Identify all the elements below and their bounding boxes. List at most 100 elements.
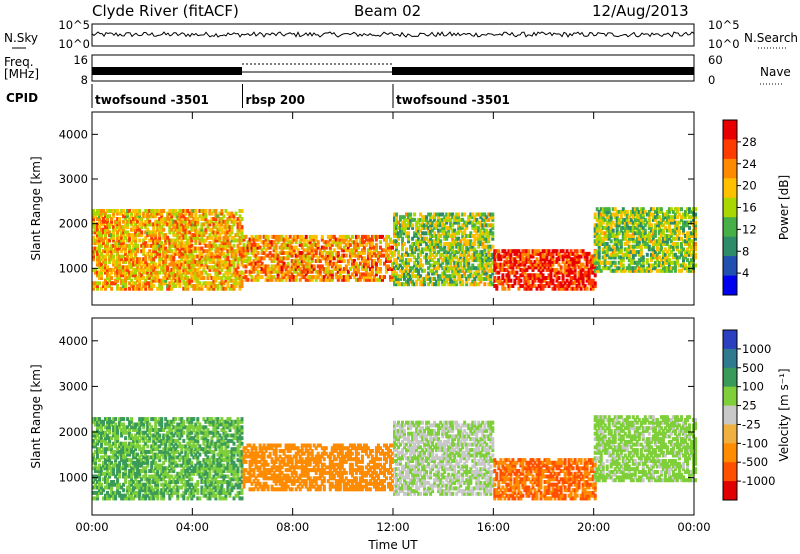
scatter-cell (254, 242, 258, 247)
scatter-cell (443, 217, 447, 222)
scatter-cell (688, 215, 691, 220)
scatter-cell (427, 220, 431, 225)
scatter-cell (663, 266, 667, 271)
scatter-cell (174, 227, 178, 232)
scatter-cell (130, 493, 134, 498)
scatter-cell (96, 286, 99, 291)
scatter-cell (134, 262, 138, 267)
scatter-cell (407, 234, 410, 238)
scatter-cell (485, 258, 489, 263)
scatter-cell (407, 268, 410, 273)
scatter-cell (206, 281, 210, 286)
scatter-cell (627, 234, 631, 238)
scatter-cell (611, 252, 615, 257)
scatter-cell (170, 278, 174, 283)
scatter-cell (118, 241, 122, 246)
scatter-cell (615, 242, 619, 246)
scatter-cell (214, 249, 218, 254)
scatter-cell (144, 214, 148, 219)
scatter-cell (517, 262, 521, 267)
scatter-cell (625, 223, 629, 228)
scatter-cell (547, 267, 551, 272)
scatter-cell (114, 209, 118, 213)
scatter-cell (411, 271, 415, 276)
scatter-cell (164, 222, 168, 227)
scatter-cell (479, 215, 483, 220)
scatter-cell (252, 237, 256, 242)
scatter-cell (162, 276, 166, 280)
scatter-cell (302, 259, 306, 263)
scatter-cell (192, 276, 196, 280)
scatter-cell (655, 263, 659, 268)
scatter-cell (675, 258, 679, 263)
scatter-cell (443, 282, 447, 287)
scatter-cell (294, 256, 298, 261)
scatter-cell (290, 237, 294, 242)
scatter-cell (539, 265, 543, 270)
scatter-cell (407, 260, 410, 265)
scatter-cell (158, 238, 162, 243)
scatter-cell (176, 222, 180, 227)
scatter-cell (112, 449, 116, 454)
scatter-cell (376, 259, 380, 263)
scatter-cell (439, 263, 443, 268)
scatter-cell (463, 236, 467, 241)
scatter-cell (96, 425, 99, 430)
scatter-cell (483, 258, 487, 263)
scatter-cell (395, 242, 398, 246)
scatter-cell (688, 268, 691, 273)
scatter-cell (152, 246, 156, 251)
scatter-cell (356, 253, 360, 258)
scatter-cell (571, 262, 575, 267)
scatter-cell (449, 274, 453, 279)
scatter-cell (619, 250, 623, 255)
scatter-cell (671, 242, 675, 246)
scatter-cell (641, 236, 645, 241)
scatter-cell (523, 262, 527, 267)
scatter-cell (445, 263, 449, 268)
scatter-cell (128, 428, 132, 432)
scatter-cell (379, 251, 382, 255)
scatter-cell (226, 270, 230, 275)
scatter-cell (220, 219, 224, 224)
scatter-cell (352, 269, 356, 274)
scatter-cell (659, 263, 663, 268)
scatter-cell (531, 265, 535, 270)
scatter-cell (310, 234, 314, 239)
scatter-cell (529, 284, 533, 288)
scatter-cell (214, 211, 218, 216)
scatter-cell (130, 482, 134, 487)
scatter-cell (98, 488, 101, 493)
scatter-cell (433, 234, 437, 238)
scatter-cell (198, 233, 202, 238)
scatter-cell (439, 252, 443, 257)
scatter-cell (198, 251, 202, 256)
scatter-cell (665, 234, 669, 238)
scatter-cell (401, 239, 404, 244)
scatter-cell (551, 259, 555, 264)
scatter-cell (647, 266, 651, 271)
scatter-cell (587, 273, 591, 278)
scatter-cell (419, 223, 423, 228)
scatter-cell (657, 223, 661, 228)
scatter-cell (637, 239, 641, 244)
scatter-cell (653, 255, 657, 260)
scatter-cell (174, 241, 178, 246)
scatter-cell (503, 259, 507, 264)
scatter-cell (443, 228, 447, 233)
scatter-cell (477, 234, 481, 238)
scatter-cell (393, 258, 396, 263)
scatter-cell (611, 234, 615, 238)
scatter-cell (246, 240, 250, 245)
scatter-cell (124, 243, 128, 248)
scatter-cell (232, 257, 236, 262)
scatter-cell (238, 219, 242, 224)
scatter-cell (114, 460, 118, 465)
scatter-cell (116, 259, 120, 264)
scatter-cell (118, 490, 122, 495)
scatter-cell (168, 262, 172, 267)
noise-frame (91, 23, 695, 47)
scatter-cell (318, 251, 322, 255)
scatter-cell (254, 245, 258, 250)
scatter-cell (132, 463, 136, 468)
